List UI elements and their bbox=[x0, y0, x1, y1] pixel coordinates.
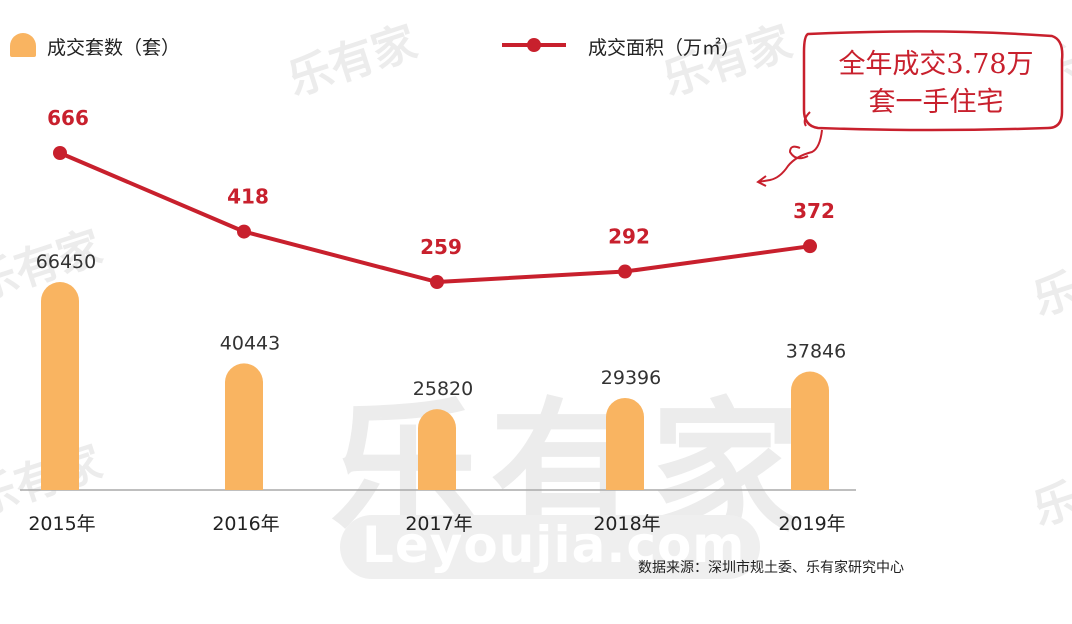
callout-bubble-inner-stroke bbox=[803, 111, 811, 127]
legend-bar-label: 成交套数（套） bbox=[47, 37, 181, 59]
x-tick-label: 2017年 bbox=[405, 513, 472, 535]
line-value-label: 372 bbox=[793, 199, 835, 223]
bar-value-label: 66450 bbox=[36, 251, 96, 273]
callout-line-2: 套一手住宅 bbox=[868, 87, 1004, 118]
watermark-url: Leyoujia.com bbox=[362, 516, 746, 574]
x-tick-label: 2016年 bbox=[212, 513, 279, 535]
line-value-labels: 666 418 259 292 372 bbox=[47, 106, 835, 259]
callout-line-1: 全年成交3.78万 bbox=[838, 49, 1034, 80]
line-value-label: 666 bbox=[47, 106, 89, 130]
line-series bbox=[53, 146, 817, 289]
legend-line-marker bbox=[527, 38, 541, 52]
bar bbox=[791, 371, 829, 490]
legend-bar-swatch bbox=[10, 33, 36, 57]
callout-bubble bbox=[802, 30, 1064, 132]
bar bbox=[41, 282, 79, 490]
line-value-label: 259 bbox=[420, 235, 462, 259]
line-point bbox=[803, 239, 817, 254]
bar-value-label: 37846 bbox=[786, 341, 846, 363]
line-path bbox=[59, 151, 811, 284]
line-point bbox=[430, 275, 444, 289]
bar-value-labels: 66450 40443 25820 29396 37846 bbox=[36, 251, 846, 400]
bar-value-label: 29396 bbox=[601, 367, 661, 389]
callout-text: 全年成交3.78万 套一手住宅 bbox=[822, 46, 1050, 122]
bar bbox=[225, 363, 263, 490]
line-value-label: 418 bbox=[227, 185, 269, 209]
source-note: 数据来源：深圳市规土委、乐有家研究中心 bbox=[638, 560, 904, 576]
line-value-label: 292 bbox=[608, 225, 650, 249]
bar bbox=[606, 397, 644, 490]
x-tick-labels: 2015年 2016年 2017年 2018年 2019年 bbox=[28, 513, 845, 535]
x-tick-label: 2018年 bbox=[593, 513, 660, 535]
x-tick-label: 2019年 bbox=[778, 513, 845, 535]
bar-series bbox=[41, 282, 829, 490]
bar bbox=[418, 409, 456, 490]
legend-line-label: 成交面积（万㎡） bbox=[588, 37, 741, 59]
x-tick-label: 2015年 bbox=[28, 513, 95, 535]
watermark-pill bbox=[340, 515, 760, 579]
line-point bbox=[53, 146, 67, 160]
bar-value-label: 25820 bbox=[413, 378, 473, 400]
callout-pointer bbox=[756, 129, 823, 187]
line-point bbox=[618, 264, 632, 279]
bar-value-label: 40443 bbox=[220, 332, 280, 354]
line-point bbox=[237, 224, 251, 239]
